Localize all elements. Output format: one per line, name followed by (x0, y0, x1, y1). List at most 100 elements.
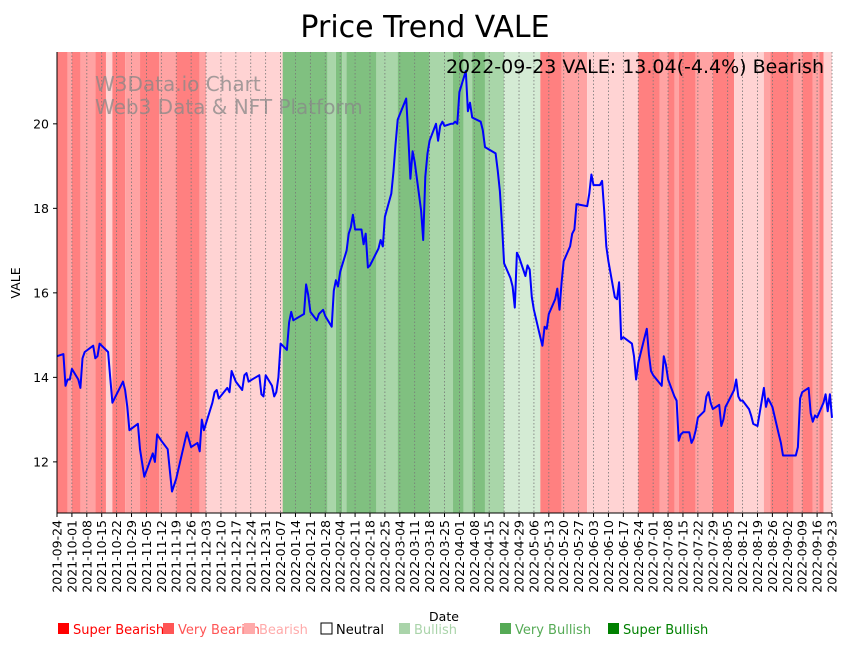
legend-item-bearish: Bearish (244, 623, 308, 638)
sentiment-band-bearish (67, 52, 72, 513)
x-tick-label: 2022-09-16 (810, 520, 825, 593)
x-tick-label: 2022-01-07 (273, 520, 288, 593)
sentiment-band-bullish (327, 52, 336, 513)
legend-label: Very Bullish (515, 623, 591, 638)
y-ticks: 12 14 16 18 20 (33, 116, 57, 469)
x-tick-label: 2021-10-15 (94, 520, 109, 593)
x-tick-label: 2022-09-23 (825, 520, 840, 593)
legend-label: Super Bearish (73, 623, 164, 638)
watermark-line-2: Web3 Data & NFT Platform (95, 95, 363, 119)
sentiment-band-very-bearish (140, 52, 160, 513)
legend-item-neutral: Neutral (320, 622, 384, 638)
x-tick-label: 2022-02-25 (377, 520, 392, 593)
x-tick-label: 2021-12-31 (258, 520, 273, 593)
x-tick-label: 2022-04-15 (482, 520, 497, 593)
sentiment-band-very-bearish (112, 52, 126, 513)
x-tick-label: 2022-03-18 (422, 520, 437, 593)
x-tick-label: 2022-05-06 (526, 520, 541, 593)
sentiment-band-bullish (376, 52, 398, 513)
x-tick-label: 2022-09-09 (795, 520, 810, 593)
legend-swatch (320, 622, 333, 635)
x-tick-label: 2022-07-08 (661, 520, 676, 593)
x-tick-label: 2022-08-19 (750, 520, 765, 593)
y-tick-label: 14 (33, 370, 49, 385)
legend-label: Bullish (414, 623, 457, 638)
sentiment-band-very-bullish (472, 52, 485, 513)
x-axis-label: Date (429, 609, 459, 624)
x-tick-label: 2022-04-01 (452, 520, 467, 593)
x-tick-label: 2021-10-01 (64, 520, 79, 593)
sentiment-band-very-bearish (712, 52, 735, 513)
y-tick-label: 16 (33, 285, 49, 300)
sentiment-band-neutral-bearish (823, 52, 832, 513)
x-tick-label: 2022-07-29 (705, 520, 720, 593)
sentiment-band-bearish (695, 52, 713, 513)
x-tick-label: 2022-03-25 (437, 520, 452, 593)
sentiment-band-bearish (812, 52, 820, 513)
sentiment-band-neutral-bearish (734, 52, 764, 513)
x-tick-label: 2022-08-05 (720, 520, 735, 593)
x-tick-label: 2021-11-26 (184, 520, 199, 593)
sentiment-band-bullish (429, 52, 454, 513)
chart-title: Price Trend VALE (300, 10, 549, 45)
sentiment-band-very-bullish (453, 52, 464, 513)
sentiment-band-bullish (342, 52, 347, 513)
sentiment-band-neutral-bearish (206, 52, 283, 513)
sentiment-band-very-bearish (71, 52, 81, 513)
sentiment-band-bearish (659, 52, 669, 513)
x-tick-label: 2022-06-17 (616, 520, 631, 593)
price-line-vale (56, 70, 833, 493)
x-tick-label: 2022-08-26 (765, 520, 780, 593)
legend: Super Bearish Very Bearish Bearish Neutral B… (58, 622, 708, 638)
legend-label: Very Bearish (178, 623, 260, 638)
x-tick-label: 2021-10-08 (79, 520, 94, 593)
sentiment-band-very-bullish (397, 52, 430, 513)
x-tick-label: 2021-11-05 (139, 520, 154, 593)
x-tick-label: 2022-03-04 (392, 520, 407, 593)
x-tick-label: 2021-12-10 (213, 520, 228, 593)
watermark: W3Data.io Chart Web3 Data & NFT Platform (95, 72, 363, 119)
x-tick-label: 2021-12-17 (228, 520, 243, 593)
sentiment-band-very-bullish (346, 52, 377, 513)
legend-item-super-bullish: Super Bullish (608, 623, 708, 638)
sentiment-band-very-bearish (638, 52, 660, 513)
sentiment-band-bearish (561, 52, 588, 513)
sentiment-bands (57, 52, 832, 513)
legend-label: Neutral (336, 623, 384, 638)
legend-swatch (399, 623, 410, 634)
sentiment-band-bearish (159, 52, 177, 513)
sentiment-band-bearish-light (199, 52, 207, 513)
legend-item-very-bearish: Very Bearish (163, 623, 260, 638)
sentiment-band-very-bearish (176, 52, 200, 513)
sentiment-band-very-bearish (95, 52, 106, 513)
y-tick-label: 18 (33, 201, 49, 216)
x-tick-label: 2022-09-02 (780, 520, 795, 593)
legend-item-very-bullish: Very Bullish (500, 623, 591, 638)
x-tick-label: 2021-09-24 (50, 520, 65, 593)
sentiment-band-bullish (484, 52, 505, 513)
sentiment-band-bearish (80, 52, 96, 513)
legend-item-super-bearish: Super Bearish (58, 623, 164, 638)
last-price-annotation: 2022-09-23 VALE: 13.04(-4.4%) Bearish (446, 56, 824, 78)
x-ticks: 2021-09-24 2021-10-01 2021-10-08 2021-10-15… (50, 513, 840, 593)
x-tick-label: 2021-11-19 (169, 520, 184, 593)
x-tick-label: 2022-07-15 (675, 520, 690, 593)
sentiment-band-very-bearish (540, 52, 562, 513)
x-tick-label: 2022-02-04 (333, 520, 348, 593)
legend-swatch (244, 623, 255, 634)
x-tick-label: 2021-12-24 (243, 520, 258, 593)
x-tick-label: 2022-02-11 (348, 520, 363, 593)
x-tick-label: 2022-05-27 (571, 520, 586, 593)
y-axis-label: VALE (8, 267, 23, 298)
x-tick-label: 2022-04-08 (467, 520, 482, 593)
legend-swatch (163, 623, 174, 634)
legend-label: Bearish (259, 623, 308, 638)
sentiment-band-bullish (463, 52, 473, 513)
x-tick-label: 2022-03-11 (407, 520, 422, 593)
sentiment-band-very-bearish (770, 52, 794, 513)
sentiment-band-very-bullish (282, 52, 328, 513)
x-tick-label: 2022-02-18 (362, 520, 377, 593)
sentiment-band-bullish-light (504, 52, 541, 513)
x-tick-label: 2022-08-12 (735, 520, 750, 593)
